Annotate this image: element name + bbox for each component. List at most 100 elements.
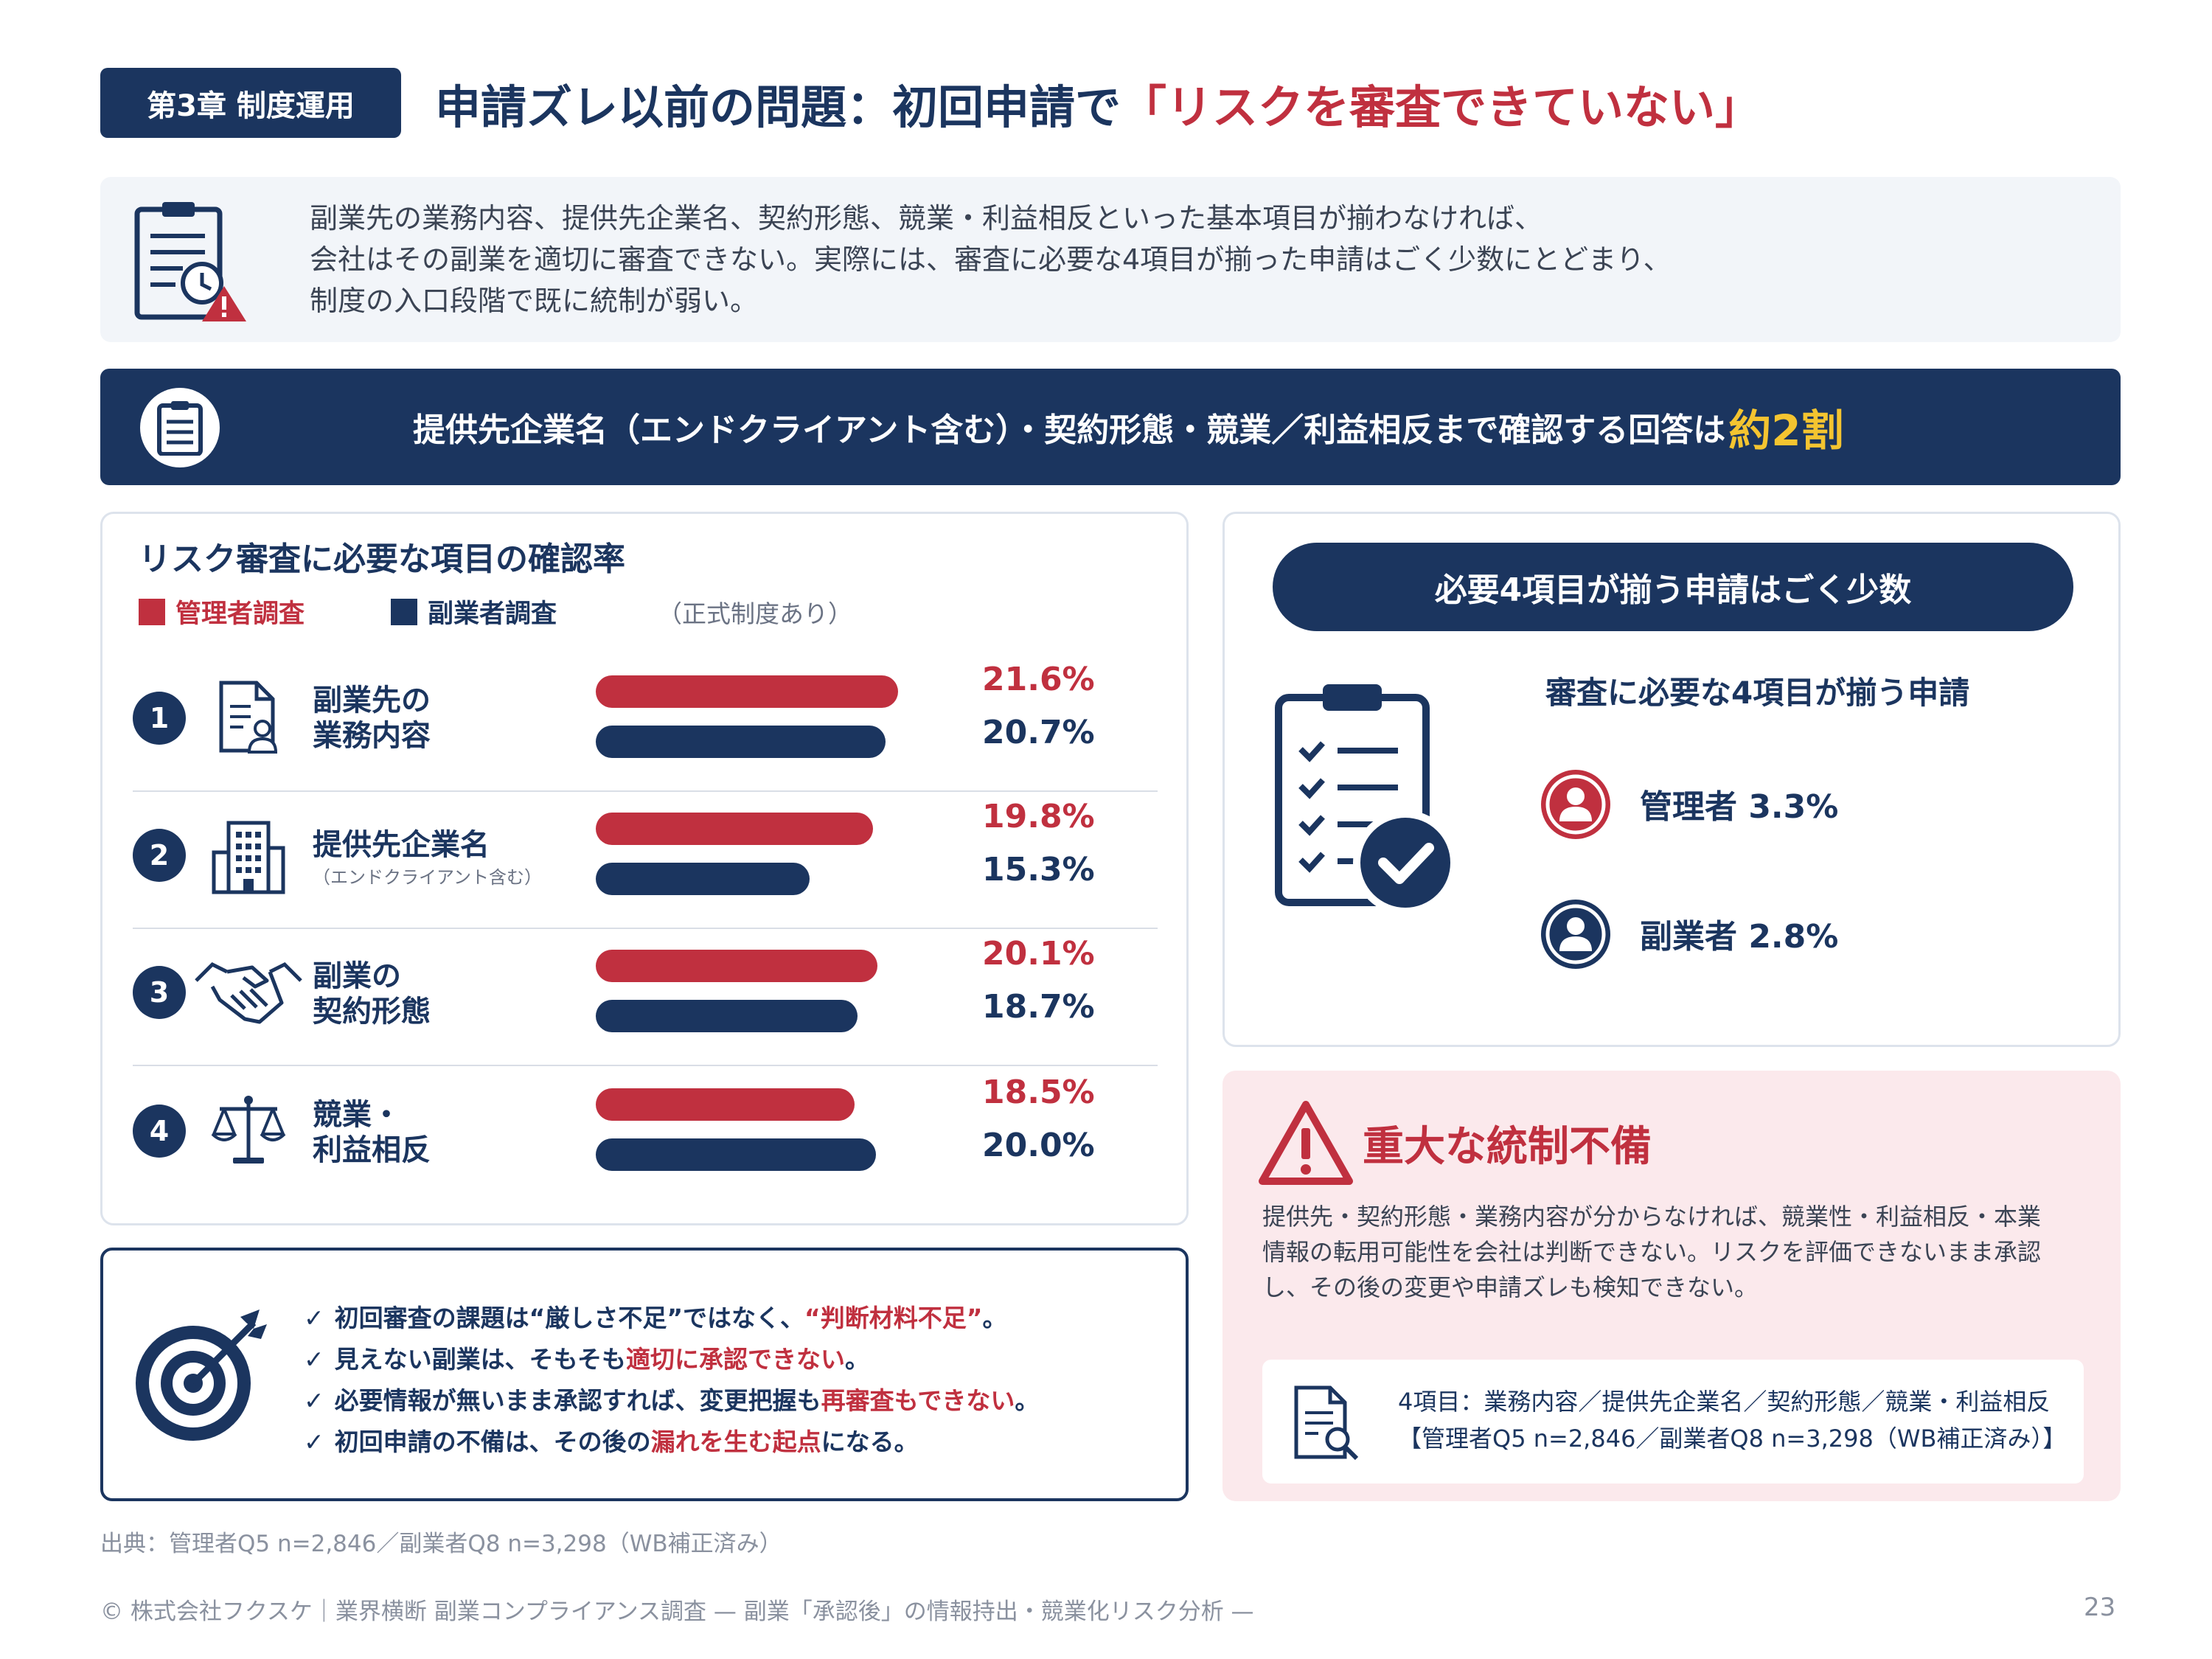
insight-card (100, 1248, 1189, 1501)
insight-text: 。 (845, 1345, 869, 1374)
check-icon: ✓ (304, 1427, 324, 1456)
check-icon: ✓ (304, 1345, 324, 1374)
insight-text: 初回審査の課題は“厳しさ不足”ではなく、 (334, 1304, 805, 1332)
banner-text: 提供先企業名（エンドクライアント含む）・契約形態・競業／利益相反まで確認する回答… (413, 369, 1844, 485)
worker-avatar-icon (1541, 900, 1610, 969)
insight-text: 初回申請の不備は、その後の (334, 1427, 651, 1456)
checklist-icon (140, 388, 220, 467)
page-title-highlight: 「リスクを審査できていない」 (1121, 80, 1761, 134)
row-number-badge: 2 (133, 829, 186, 882)
legend-note: （正式制度あり） (658, 599, 852, 628)
handshake-icon (193, 951, 304, 1032)
row-label-line: 利益相反 (313, 1133, 431, 1167)
legend-manager: 管理者調査 (139, 593, 305, 630)
chart-title: リスク審査に必要な項目の確認率 (139, 540, 625, 578)
clipboard-check-icon (1273, 678, 1464, 922)
warning-text: 提供先・契約形態・業務内容が分からなければ、競業性・利益相反・本業 情報の転用可… (1262, 1199, 2041, 1305)
row-label: 副業の 契約形態 (313, 959, 431, 1029)
key-finding-banner (100, 369, 2121, 485)
row-divider (133, 1065, 1158, 1066)
insight-text: 必要情報が無いまま承認すれば、変更把握も (334, 1386, 821, 1415)
value-worker: 15.3% (982, 851, 1095, 888)
value-manager: 20.1% (982, 935, 1095, 973)
definition-line: 【管理者Q5 n=2,846／副業者Q8 n=3,298（WB補正済み）】 (1398, 1425, 2067, 1453)
warning-line: 情報の転用可能性を会社は判断できない。リスクを評価できないまま承認 (1262, 1238, 2042, 1266)
legend-swatch-worker (391, 598, 417, 625)
bar-worker (596, 863, 810, 895)
legend-manager-label: 管理者調査 (175, 599, 305, 629)
banner-highlight: 約2割 (1728, 406, 1844, 456)
insight-highlight: “判断材料不足” (804, 1304, 983, 1332)
bar-worker (596, 1000, 858, 1032)
insight-highlight: 漏れを生む起点 (650, 1427, 821, 1456)
warning-triangle-icon (1258, 1099, 1354, 1187)
value-manager: 19.8% (982, 798, 1095, 835)
manager-stat: 管理者 3.3% (1640, 788, 1839, 826)
row-number-badge: 1 (133, 692, 186, 745)
row-label-line: 副業先の (313, 684, 431, 717)
insight-text: 見えない副業は、そもそも (334, 1345, 626, 1374)
bar-manager (596, 950, 877, 982)
intro-line: 副業先の業務内容、提供先企業名、契約形態、競業・利益相反といった基本項目が揃わな… (310, 202, 1543, 234)
worker-stat: 副業者 2.8% (1640, 918, 1839, 956)
value-worker: 18.7% (982, 988, 1095, 1026)
row-divider (133, 790, 1158, 792)
row-label: 提供先企業名 (313, 828, 490, 862)
bar-manager (596, 813, 873, 845)
bar-worker (596, 1138, 876, 1171)
check-icon: ✓ (304, 1386, 324, 1415)
legend-worker: 副業者調査 (391, 593, 557, 630)
insight-highlight: 適切に承認できない (626, 1345, 845, 1374)
value-manager: 18.5% (982, 1074, 1095, 1111)
bar-manager (596, 675, 898, 708)
legend-worker-label: 副業者調査 (428, 599, 557, 629)
insight-item: ✓ 初回審査の課題は“厳しさ不足”ではなく、“判断材料不足”。 (304, 1298, 1039, 1339)
manager-avatar-icon (1541, 770, 1610, 839)
page-number: 23 (2084, 1593, 2116, 1622)
legend-swatch-manager (139, 598, 165, 625)
definition-note (1262, 1360, 2084, 1484)
clipboard-clock-warning-icon (131, 199, 249, 324)
chapter-badge: 第3章 制度運用 (100, 68, 401, 138)
footer-copyright: © 株式会社フクスケ｜業界横断 副業コンプライアンス調査 — 副業「承認後」の情… (100, 1599, 1254, 1625)
insight-text: になる。 (821, 1427, 919, 1456)
building-icon (208, 815, 289, 897)
bar-manager (596, 1088, 855, 1121)
document-person-icon (208, 677, 289, 758)
page-title-main: 申請ズレ以前の問題：初回申請で (435, 80, 1121, 134)
insight-item: ✓ 見えない副業は、そもそも適切に承認できない。 (304, 1339, 1039, 1380)
insight-item: ✓ 必要情報が無いまま承認すれば、変更把握も再審査もできない。 (304, 1380, 1039, 1422)
intro-box (100, 177, 2121, 342)
insight-text: 。 (1015, 1386, 1040, 1415)
warning-title: 重大な統制不備 (1363, 1123, 1652, 1171)
source-note: 出典：管理者Q5 n=2,846／副業者Q8 n=3,298（WB補正済み） (100, 1531, 782, 1557)
row-label: 競業・ 利益相反 (313, 1097, 431, 1168)
row-label-line: 契約形態 (313, 995, 431, 1029)
insight-list: ✓ 初回審査の課題は“厳しさ不足”ではなく、“判断材料不足”。 ✓ 見えない副業は、… (304, 1298, 1039, 1463)
row-sublabel: （エンドクライアント含む） (313, 867, 543, 888)
scales-icon (208, 1090, 289, 1171)
banner-main: 提供先企業名（エンドクライアント含む）・契約形態・競業／利益相反まで確認する回答… (413, 411, 1726, 449)
document-search-icon (1289, 1383, 1363, 1464)
row-label: 副業先の 業務内容 (313, 683, 431, 754)
intro-line: 制度の入口段階で既に統制が弱い。 (310, 285, 759, 317)
row-number-badge: 4 (133, 1105, 186, 1158)
value-worker: 20.7% (982, 714, 1095, 751)
definition-line: 4項目：業務内容／提供先企業名／契約形態／競業・利益相反 (1398, 1388, 2051, 1416)
bar-worker (596, 726, 886, 758)
row-number-badge: 3 (133, 966, 186, 1019)
row-label-line: 副業の (313, 959, 401, 993)
summary-subtitle: 審査に必要な4項目が揃う申請 (1545, 675, 1970, 711)
value-worker: 20.0% (982, 1127, 1095, 1164)
row-label-line: 業務内容 (313, 719, 431, 753)
intro-line: 会社はその副業を適切に審査できない。実際には、審査に必要な4項目が揃った申請はご… (310, 243, 1672, 276)
page-title: 申請ズレ以前の問題：初回申請で 「リスクを審査できていない」 (435, 68, 1761, 138)
insight-highlight: 再審査もできない (821, 1386, 1015, 1415)
warning-line: し、その後の変更や申請ズレも検知できない。 (1262, 1273, 1759, 1301)
row-label-line: 競業・ (313, 1098, 401, 1132)
row-divider (133, 928, 1158, 929)
definition-note-text: 4項目：業務内容／提供先企業名／契約形態／競業・利益相反 【管理者Q5 n=2,… (1398, 1383, 2066, 1457)
target-arrow-icon (130, 1307, 270, 1447)
intro-text: 副業先の業務内容、提供先企業名、契約形態、競業・利益相反といった基本項目が揃わな… (310, 198, 1672, 321)
summary-pill: 必要4項目が揃う申請はごく少数 (1273, 543, 2073, 631)
